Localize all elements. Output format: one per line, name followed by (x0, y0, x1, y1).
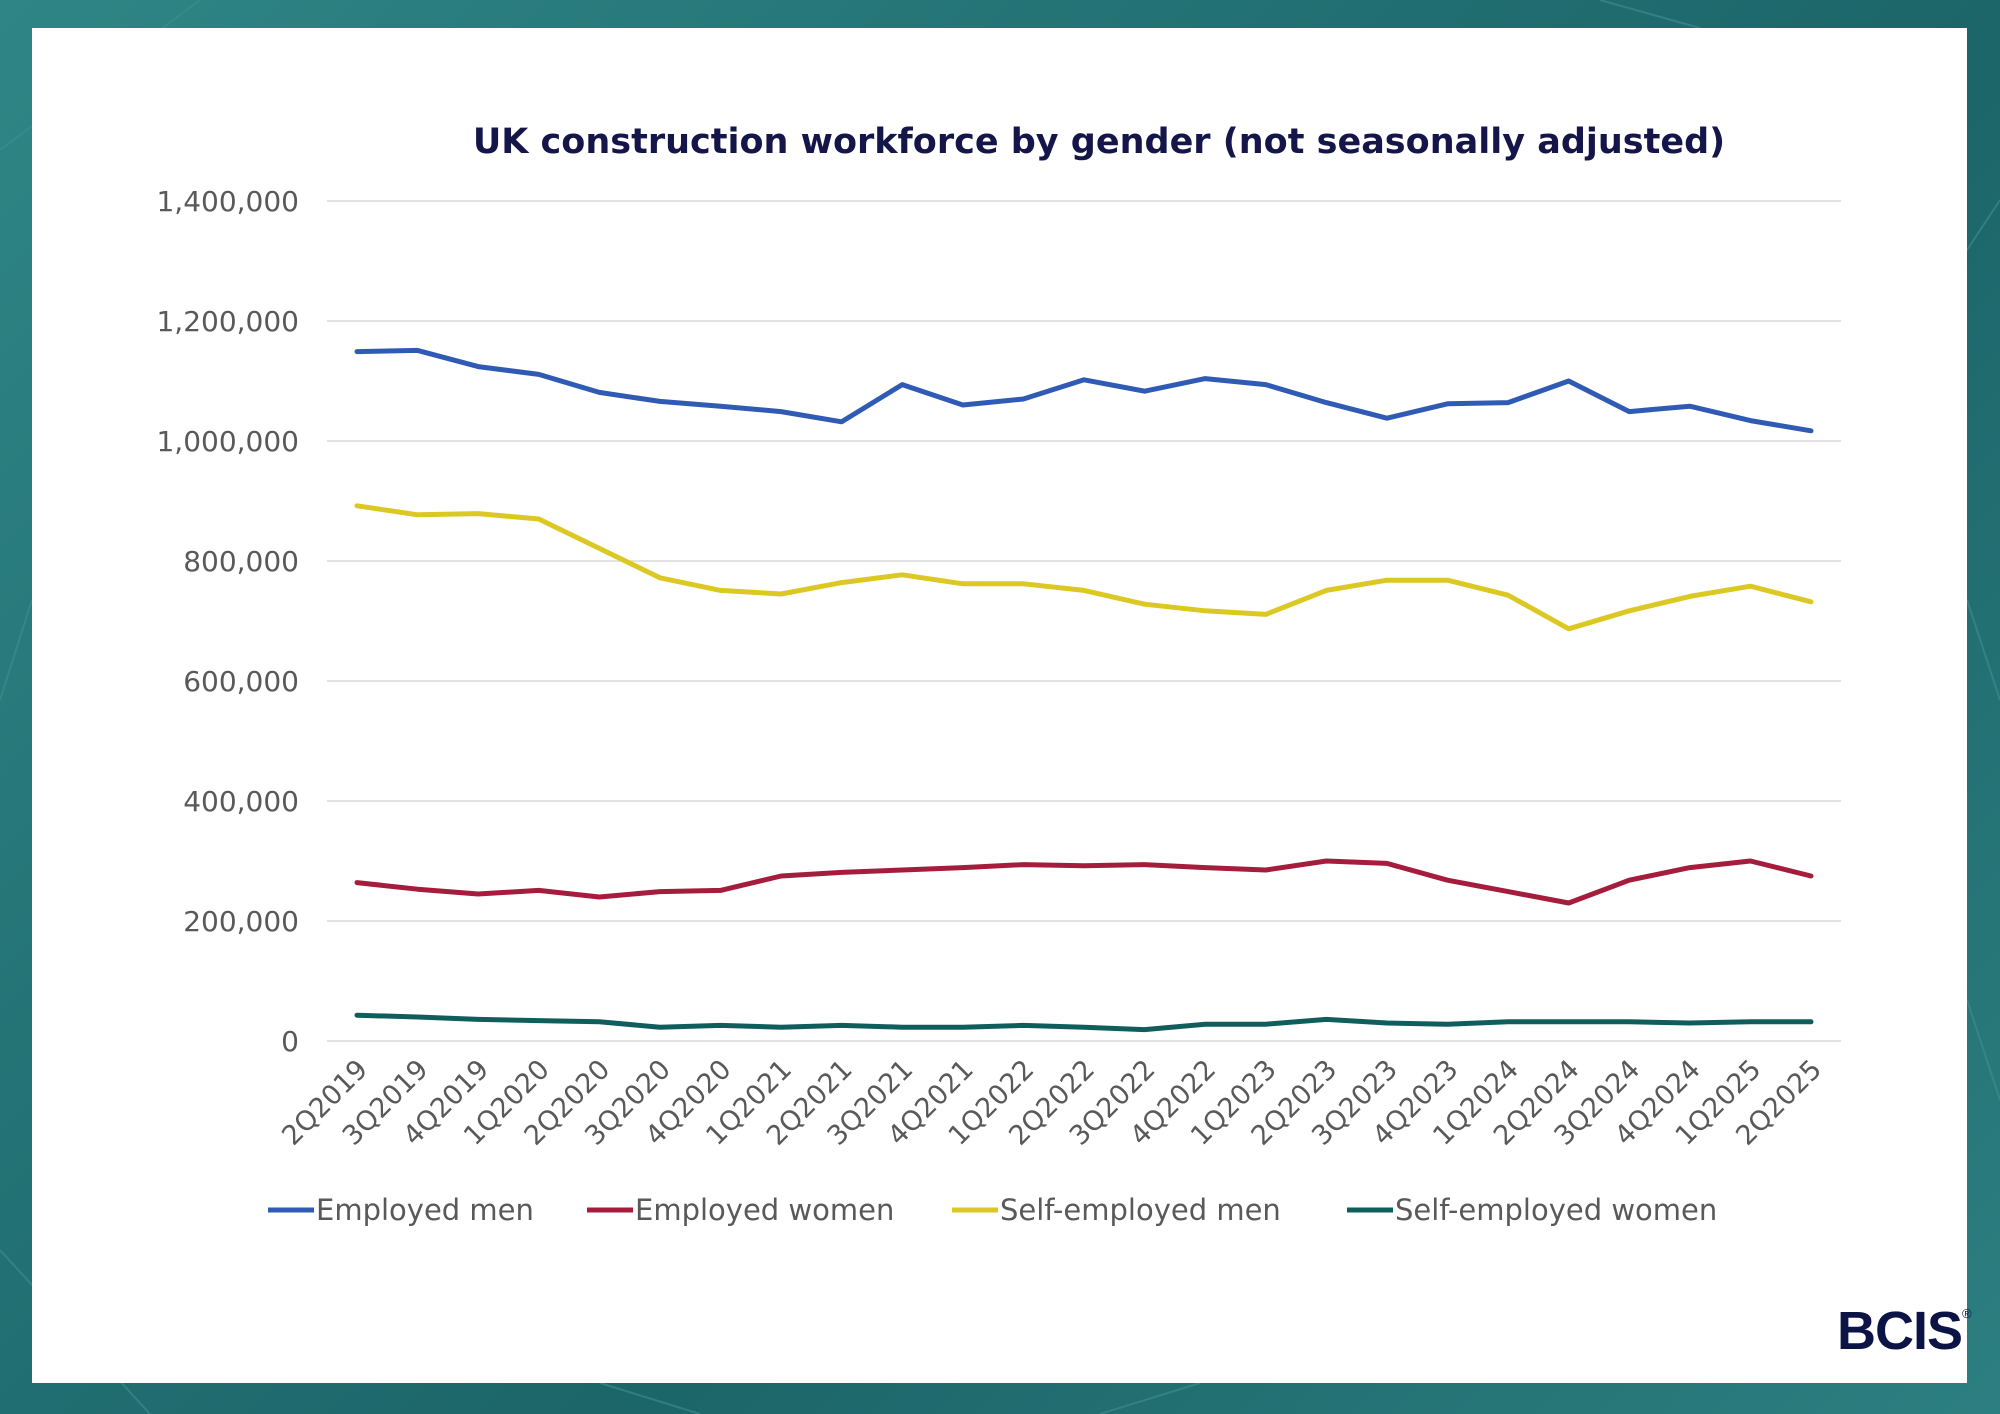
legend-label: Employed men (316, 1193, 534, 1227)
series-line-employed-women (354, 858, 1814, 906)
y-tick-label: 600,000 (183, 665, 299, 698)
legend-label: Employed women (635, 1193, 894, 1227)
series-line-self-employed-women (354, 1012, 1814, 1033)
y-tick-label: 200,000 (183, 905, 299, 938)
y-tick-label: 400,000 (183, 785, 299, 818)
y-tick-label: 1,000,000 (156, 425, 299, 458)
chart-card: UK construction workforce by gender (not… (32, 28, 1972, 1383)
bcis-logo: BCIS® (1837, 1300, 1972, 1362)
y-tick-label: 800,000 (183, 545, 299, 578)
chart-title: UK construction workforce by gender (not… (473, 122, 1725, 162)
y-tick-label: 1,200,000 (156, 305, 299, 338)
y-tick-label: 1,400,000 (156, 185, 299, 218)
logo-text: BCIS (1837, 1301, 1963, 1361)
legend-label: Self-employed women (1395, 1193, 1717, 1227)
y-tick-label: 0 (281, 1025, 299, 1058)
series-line-employed-men (354, 347, 1814, 434)
logo-registered-mark: ® (1962, 1306, 1972, 1321)
series-line-self-employed-men (354, 503, 1814, 632)
legend-label: Self-employed men (1000, 1193, 1281, 1227)
line-chart: UK construction workforce by gender (not… (156, 122, 1841, 1227)
